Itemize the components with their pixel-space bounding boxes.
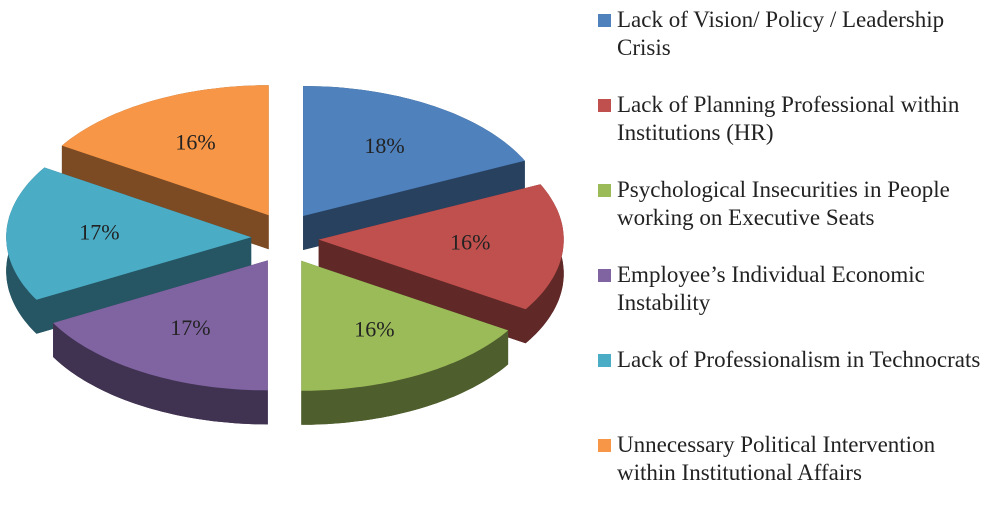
- legend-entry: Psychological Insecurities in People wor…: [598, 176, 988, 232]
- data-label: 17%: [170, 315, 210, 340]
- legend-swatch: [598, 99, 611, 112]
- data-label: 18%: [364, 133, 404, 158]
- slice-rim: [301, 330, 509, 425]
- legend-entry: Unnecessary Political Intervention withi…: [598, 431, 988, 487]
- slice: [6, 167, 252, 300]
- slice-rim: [53, 323, 268, 425]
- data-label: 16%: [354, 316, 394, 341]
- legend-entry: Employee’s Individual Economic Instabili…: [598, 261, 988, 317]
- slice: [61, 85, 269, 216]
- legend-swatch: [598, 269, 611, 282]
- slice-wall: [303, 160, 525, 250]
- legend-label: Lack of Planning Professional within Ins…: [617, 92, 960, 145]
- legend-swatch: [598, 184, 611, 197]
- legend-label: Unnecessary Political Intervention withi…: [617, 432, 936, 485]
- legend-label: Employee’s Individual Economic Instabili…: [617, 262, 925, 315]
- legend-entry: Lack of Planning Professional within Ins…: [598, 91, 988, 147]
- legend-label: Lack of Professionalism in Technocrats: [617, 347, 981, 372]
- data-label: 16%: [450, 230, 490, 255]
- slice-wall: [61, 145, 269, 250]
- legend-swatch: [598, 354, 611, 367]
- legend-swatch: [598, 439, 611, 452]
- legend-label: Psychological Insecurities in People wor…: [617, 177, 950, 230]
- slice: [53, 260, 268, 391]
- legend-swatch: [598, 14, 611, 27]
- slice: [301, 260, 509, 391]
- pie-area: 18% 16% 16% 17% 17% 16%: [6, 85, 564, 425]
- slice: [303, 86, 525, 216]
- slice-wall: [318, 239, 526, 344]
- slice-wall: [36, 237, 252, 334]
- legend-entry: Lack of Professionalism in Technocrats: [598, 346, 988, 374]
- legend-entry: Lack of Vision/ Policy / Leadership Cris…: [598, 6, 988, 62]
- slice: [318, 184, 564, 310]
- legend-label: Lack of Vision/ Policy / Leadership Cris…: [617, 7, 945, 60]
- data-label: 17%: [79, 220, 119, 245]
- data-label: 16%: [175, 130, 215, 155]
